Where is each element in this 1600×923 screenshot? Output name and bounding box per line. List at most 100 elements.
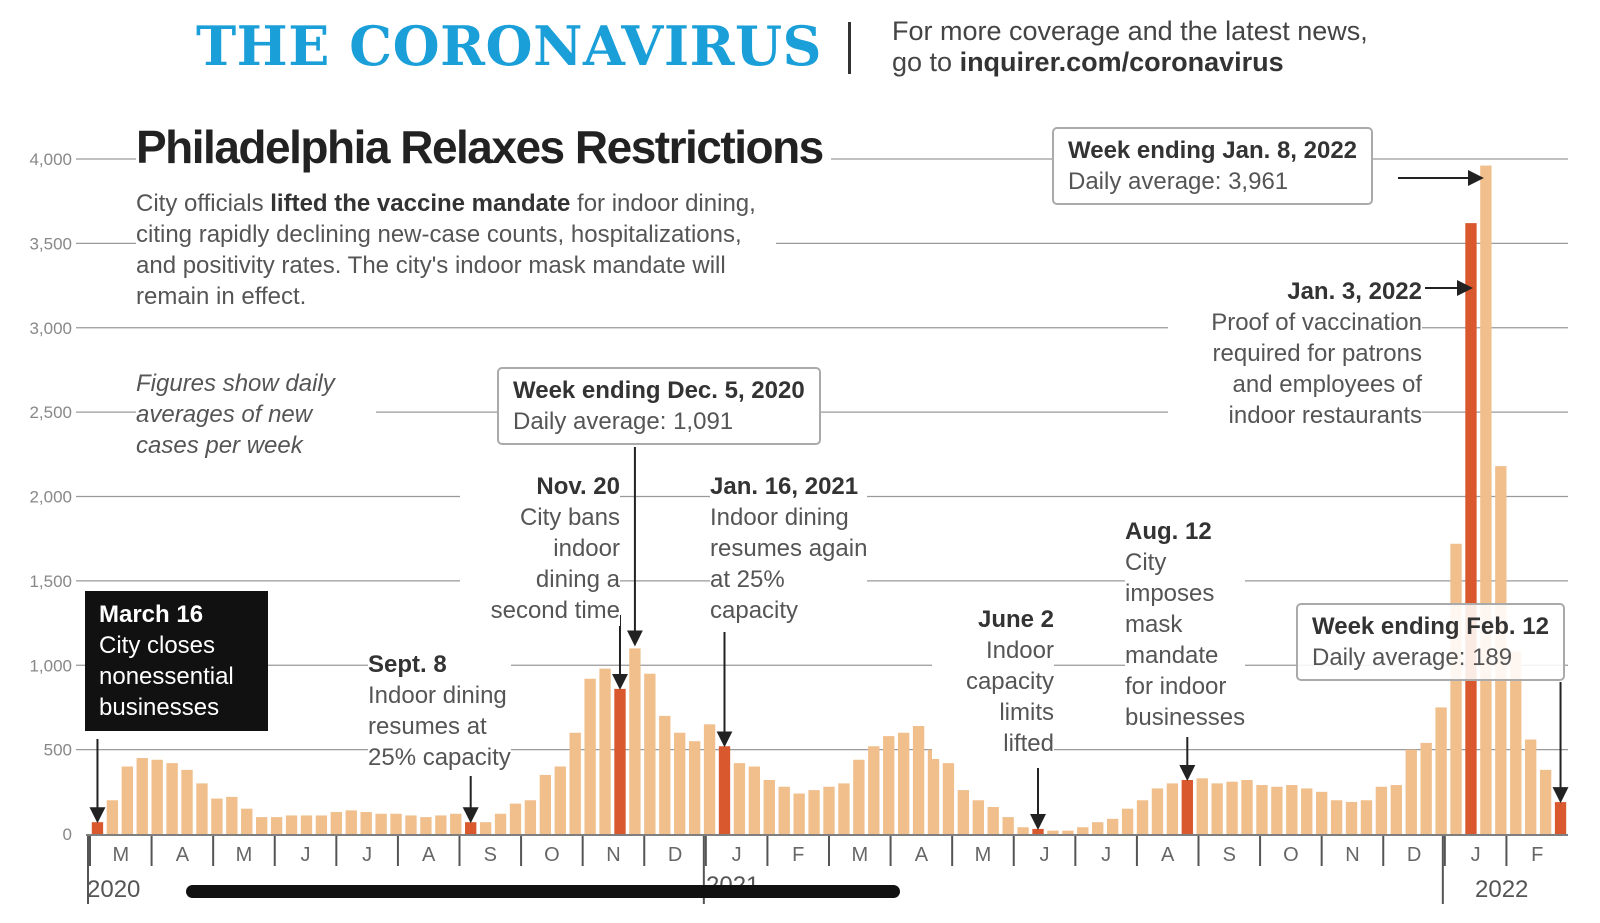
annotation-line: capacity (965, 668, 1054, 695)
horizontal-scrollbar[interactable] (186, 885, 900, 898)
annotation-line: Indoor dining (368, 682, 507, 709)
bar (494, 813, 507, 834)
callout-dec5: Week ending Dec. 5, 2020 Daily average: … (497, 367, 821, 445)
month-label: J (1471, 844, 1481, 866)
annotation-head: Jan. 16, 2021 (710, 473, 859, 500)
annotation-head: Jan. 3, 2022 (1287, 278, 1422, 305)
bar (1017, 827, 1029, 834)
bar (987, 807, 999, 834)
month-label: J (362, 844, 372, 866)
banner-link[interactable]: inquirer.com/coronavirus (959, 47, 1284, 77)
annotation-line: Indoor dining (710, 504, 849, 531)
annotation-jan3: Jan. 3, 2022 Proof of vaccination requir… (1168, 276, 1422, 431)
bar (1271, 786, 1283, 834)
bar (256, 817, 268, 834)
bar (778, 786, 790, 834)
bar (1345, 801, 1358, 834)
month-label: A (176, 844, 190, 866)
bar (838, 783, 850, 834)
annotation-line: second time (490, 597, 620, 624)
bar (584, 678, 596, 834)
bar (465, 822, 477, 834)
bar (1181, 780, 1193, 834)
callout-body: Daily average: 189 (1312, 644, 1513, 671)
bar (1510, 651, 1522, 834)
bar (1301, 788, 1313, 834)
bar (345, 810, 357, 834)
banner-divider (848, 22, 851, 74)
bar (196, 783, 208, 834)
bar (733, 763, 746, 834)
year-label-2020: 2020 (87, 876, 141, 903)
annotation-line: businesses (99, 694, 220, 721)
chart-title: Philadelphia Relaxes Restrictions (136, 120, 831, 174)
bar (241, 808, 253, 834)
bar (1196, 778, 1208, 834)
bar (1166, 783, 1179, 834)
bar (1315, 791, 1328, 834)
bar (1032, 828, 1044, 834)
bar (226, 796, 238, 834)
bar (808, 790, 820, 834)
annotation-line: imposes (1125, 580, 1215, 607)
bar (897, 732, 910, 834)
annotation-line: indoor (553, 535, 620, 562)
bar (1121, 808, 1134, 834)
bar (450, 813, 462, 834)
month-label: F (1531, 844, 1543, 866)
month-label: O (544, 844, 560, 866)
annotation-line: City (1125, 549, 1167, 576)
annotation-line: resumes at (368, 713, 487, 740)
bar (1241, 780, 1253, 834)
bar (1420, 742, 1432, 834)
bar (390, 813, 402, 834)
desc-part-3: for indoor dining, citing rapidly declin… (136, 190, 756, 310)
y-tick-label: 4,000 (29, 150, 72, 169)
desc-part-2: lifted the vaccine mandate (270, 190, 571, 217)
callout-body: Daily average: 1,091 (513, 408, 734, 435)
bar (1002, 817, 1014, 834)
bar (1525, 739, 1537, 834)
callout-head: Week ending Jan. 8, 2022 (1068, 137, 1358, 164)
annotation-line: dining a (535, 566, 620, 593)
annotation-line: limits (999, 699, 1054, 726)
bar (136, 758, 148, 834)
annotation-line: at 25% (710, 566, 785, 593)
bar (883, 736, 895, 834)
bar (166, 763, 178, 834)
annotation-line: mandate (1125, 642, 1219, 669)
bar (1106, 818, 1119, 834)
annotation-march16: March 16 City closes nonessential busine… (85, 591, 268, 731)
bar (1256, 785, 1268, 834)
annotation-jan16: Jan. 16, 2021 Indoor dining resumes agai… (710, 471, 868, 626)
annotation-line: and employees of (1232, 371, 1422, 398)
y-tick-label: 3,000 (29, 319, 72, 338)
bar (688, 741, 701, 834)
bar (420, 817, 432, 834)
annotation-line: nonessential (99, 663, 234, 690)
bar (1360, 800, 1373, 834)
bar (181, 769, 193, 834)
banner-text: For more coverage and the latest news, g… (892, 16, 1368, 78)
banner-line-2-prefix: go to (892, 47, 960, 77)
bar (957, 790, 970, 834)
bar (912, 726, 925, 834)
banner-title: THE CORONAVIRUS (196, 14, 823, 78)
bar (1047, 830, 1059, 834)
bar (629, 648, 641, 834)
bar (823, 786, 835, 834)
bar (270, 817, 283, 834)
bar (106, 800, 119, 834)
annotation-line: required for patrons (1212, 340, 1422, 367)
annotation-head: March 16 (99, 601, 204, 628)
bar (509, 803, 522, 834)
annotation-line: 25% capacity (368, 744, 511, 771)
month-label: J (1040, 844, 1050, 866)
bar (1226, 781, 1238, 834)
callout-feb12: Week ending Feb. 12 Daily average: 189 (1296, 603, 1565, 681)
bar (718, 746, 731, 834)
month-label: A (422, 844, 436, 866)
bar (1062, 830, 1074, 834)
bar (1136, 800, 1149, 834)
